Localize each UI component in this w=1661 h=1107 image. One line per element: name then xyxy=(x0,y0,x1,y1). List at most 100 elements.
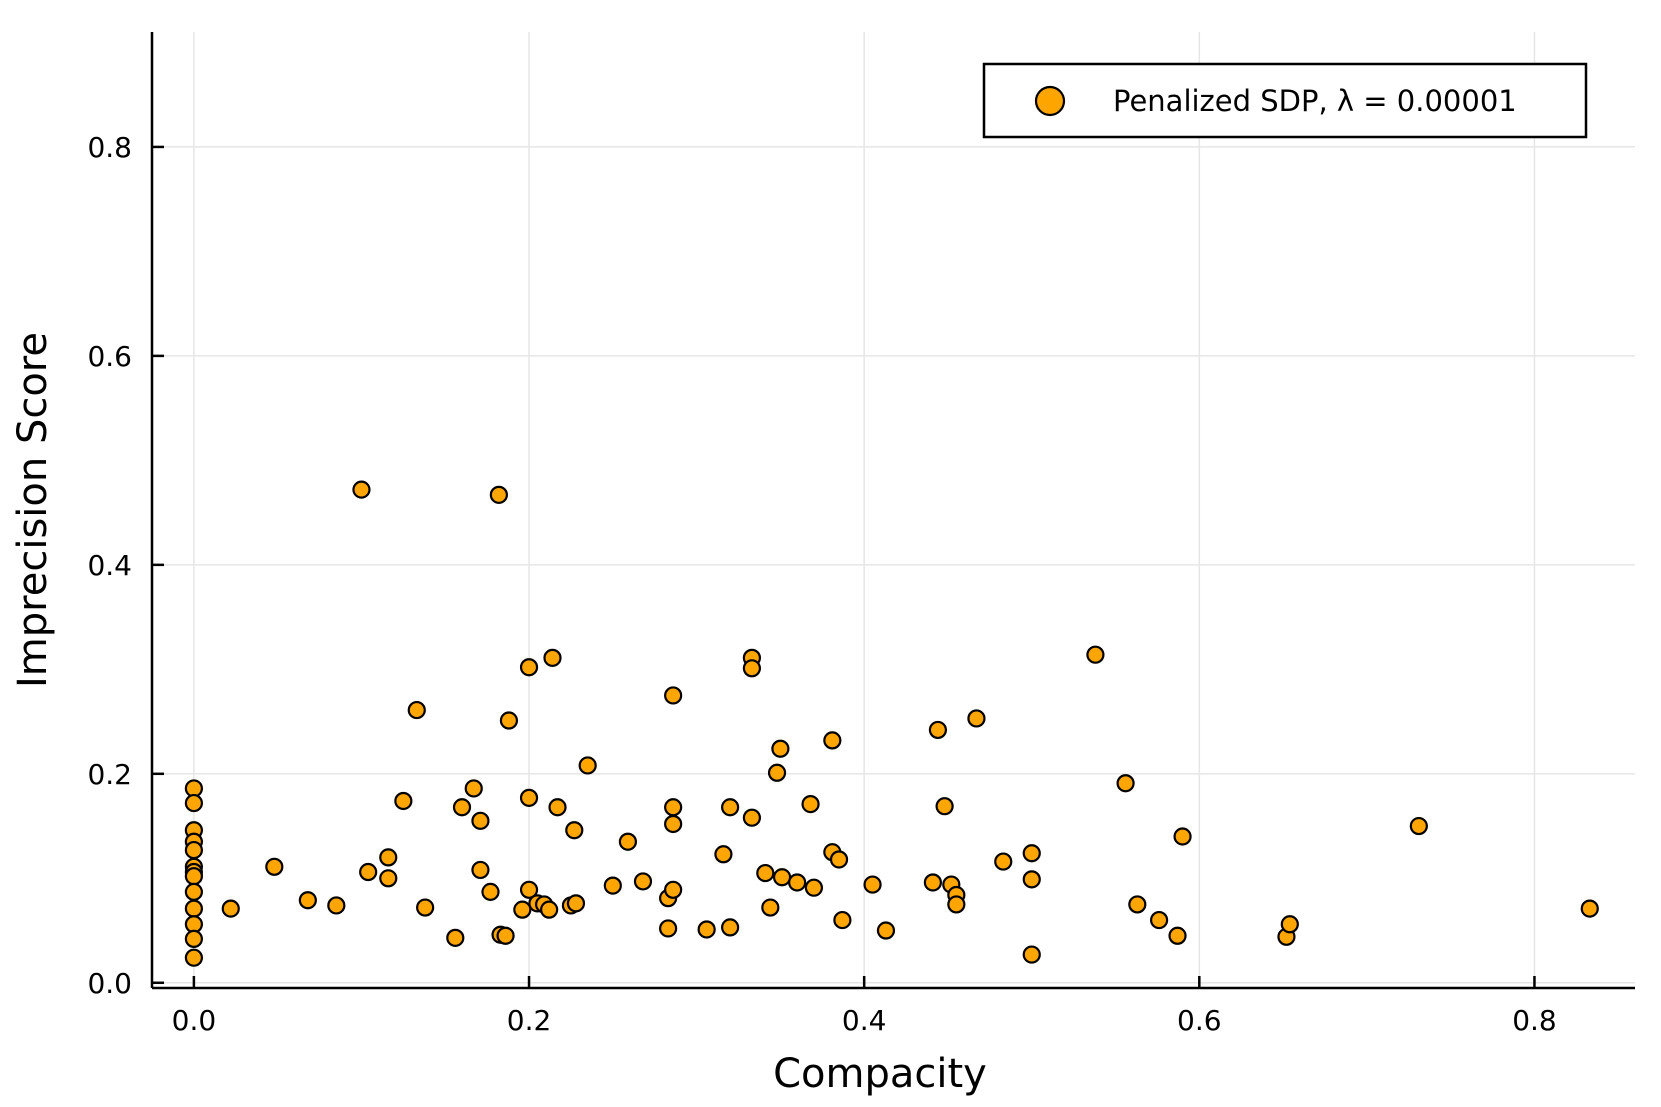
data-point xyxy=(184,867,203,886)
data-point xyxy=(565,821,584,840)
x-tick-label: 0.0 xyxy=(172,1004,217,1037)
x-axis-ticks: 0.0 0.2 0.4 0.6 0.8 xyxy=(172,976,1557,1037)
data-point xyxy=(566,894,586,913)
data-point xyxy=(519,788,539,807)
data-point xyxy=(767,763,787,782)
data-point xyxy=(761,898,780,917)
data-point xyxy=(801,795,820,814)
data-point xyxy=(519,658,539,677)
data-point xyxy=(379,869,398,888)
data-point xyxy=(464,779,483,798)
data-point xyxy=(721,918,740,937)
data-point xyxy=(697,920,716,939)
data-point xyxy=(1022,945,1041,964)
data-point xyxy=(771,739,790,758)
legend-marker xyxy=(1034,85,1066,117)
data-point xyxy=(578,756,597,775)
data-point xyxy=(1168,926,1187,945)
data-point xyxy=(352,480,371,499)
data-point xyxy=(221,899,240,918)
data-points xyxy=(184,480,1599,967)
x-gridlines xyxy=(193,32,1536,988)
data-point xyxy=(618,832,638,851)
y-tick-label: 0.8 xyxy=(87,131,132,164)
data-point xyxy=(184,948,203,967)
y-tick-label: 0.4 xyxy=(87,549,132,582)
data-point xyxy=(756,863,775,883)
y-tick-label: 0.2 xyxy=(87,758,132,791)
data-point xyxy=(633,872,653,891)
data-point xyxy=(1128,895,1147,914)
data-point xyxy=(496,926,515,945)
data-point xyxy=(1409,816,1428,836)
x-tick-label: 0.2 xyxy=(507,1004,552,1037)
x-tick-label: 0.8 xyxy=(1512,1004,1557,1037)
data-point xyxy=(923,873,942,892)
data-point xyxy=(742,659,762,678)
data-point xyxy=(481,882,500,901)
data-point xyxy=(935,797,954,816)
data-point xyxy=(788,873,807,892)
data-point xyxy=(833,910,852,930)
data-point xyxy=(265,857,284,876)
data-point xyxy=(471,860,490,880)
data-point xyxy=(1086,645,1105,664)
data-point xyxy=(452,798,472,817)
y-tick-label: 0.6 xyxy=(87,340,132,373)
legend-box xyxy=(982,62,1588,139)
data-point xyxy=(184,793,203,813)
data-point xyxy=(540,900,559,919)
data-point xyxy=(548,798,567,817)
legend-label: Penalized SDP, λ = 0.00001 xyxy=(1113,84,1517,118)
data-point xyxy=(772,868,792,887)
data-point xyxy=(489,485,508,504)
data-point xyxy=(1280,915,1299,934)
data-point xyxy=(1580,899,1599,918)
data-point xyxy=(499,711,519,730)
data-point xyxy=(379,848,398,867)
data-point xyxy=(543,648,562,667)
data-point xyxy=(1022,844,1041,863)
data-point xyxy=(967,709,986,728)
data-point xyxy=(471,811,490,830)
legend: Penalized SDP, λ = 0.00001 xyxy=(982,62,1588,139)
data-point xyxy=(823,731,842,750)
data-point xyxy=(184,882,203,901)
data-point xyxy=(603,876,622,895)
x-tick-label: 0.4 xyxy=(842,1004,887,1037)
y-axis-ticks: 0.0 0.2 0.4 0.6 0.8 xyxy=(87,131,164,1000)
data-point xyxy=(994,852,1013,871)
data-point xyxy=(184,929,203,948)
data-point xyxy=(416,898,435,917)
x-tick-label: 0.6 xyxy=(1177,1004,1222,1037)
data-point xyxy=(742,808,762,827)
data-point xyxy=(664,686,683,705)
data-point xyxy=(446,928,465,947)
data-point xyxy=(184,840,203,860)
data-point xyxy=(876,921,896,940)
data-point xyxy=(947,895,966,914)
data-point xyxy=(1116,774,1135,793)
data-point xyxy=(1149,910,1169,930)
data-point xyxy=(1173,827,1192,846)
data-point xyxy=(327,896,346,915)
data-point xyxy=(359,862,378,882)
data-point xyxy=(513,900,532,919)
data-point xyxy=(714,845,733,864)
data-point xyxy=(664,798,683,817)
x-axis-title: Compacity xyxy=(773,1051,987,1097)
data-point xyxy=(407,700,426,720)
data-point xyxy=(659,919,678,938)
data-point xyxy=(298,891,317,910)
data-point xyxy=(519,880,539,899)
data-point xyxy=(1022,870,1041,889)
data-point xyxy=(394,791,413,811)
data-point xyxy=(721,798,740,817)
data-point xyxy=(863,875,882,894)
y-gridlines xyxy=(152,146,1635,984)
data-point xyxy=(928,720,948,740)
data-point xyxy=(664,880,683,899)
data-point xyxy=(184,899,203,918)
data-point xyxy=(804,878,824,897)
data-point xyxy=(829,850,849,869)
